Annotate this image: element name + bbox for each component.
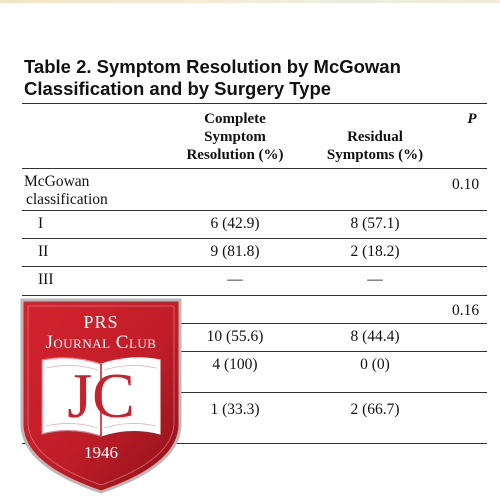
row-divider <box>22 266 487 267</box>
header-complete-resolution: Complete Symptom Resolution (%) <box>160 110 310 164</box>
cell-complete: — <box>227 271 243 288</box>
row-divider <box>22 238 487 239</box>
row-divider <box>22 210 487 211</box>
cell-residual: — <box>367 271 383 288</box>
prs-journal-club-badge: PRS Journal Club JC 1946 <box>20 298 182 494</box>
row-label: II <box>38 243 49 260</box>
header-text: Residual <box>347 129 403 145</box>
p-value-mcgowan: 0.10 <box>452 176 480 193</box>
badge-year-text: 1946 <box>84 443 118 462</box>
badge-monogram-j: J <box>67 360 93 431</box>
cell-residual: 8 (57.1) <box>350 215 400 232</box>
row-divider <box>22 295 487 296</box>
section-label-text: classification <box>26 191 108 208</box>
badge-prs-text: PRS <box>83 312 119 332</box>
table-title-line-1: Table 2. Symptom Resolution by McGowan <box>24 56 401 77</box>
cell-residual: 2 (66.7) <box>350 401 400 418</box>
cell-complete: 1 (33.3) <box>210 401 260 418</box>
badge-monogram-c: C <box>92 360 135 431</box>
header-text: Resolution (%) <box>186 147 284 163</box>
section-label-mcgowan: McGowan classification <box>24 173 108 209</box>
cell-complete: 4 (100) <box>212 356 258 373</box>
badge-jc-monogram: JC <box>20 361 182 431</box>
header-residual-symptoms: Residual Symptoms (%) <box>310 128 440 164</box>
row-divider <box>22 351 487 352</box>
row-divider <box>22 323 487 324</box>
cell-complete: 10 (55.6) <box>206 328 264 345</box>
cell-complete: 9 (81.8) <box>210 243 260 260</box>
header-p-value: P <box>467 111 477 127</box>
row-label: III <box>38 271 54 288</box>
cell-complete: 6 (42.9) <box>210 215 260 232</box>
cell-residual: 0 (0) <box>360 356 390 373</box>
header-text: Complete <box>204 111 266 127</box>
table-top-rule <box>22 103 487 104</box>
badge-journal-club-text: Journal Club <box>45 332 157 353</box>
badge-shield-graphic <box>20 298 182 494</box>
section-label-text: McGowan <box>24 173 90 190</box>
row-divider <box>22 392 487 393</box>
table-title-line-2: Classification and by Surgery Type <box>24 78 332 99</box>
p-value-surgery: 0.16 <box>452 302 480 319</box>
table-title: Table 2. Symptom Resolution by McGowan C… <box>24 56 484 100</box>
top-accent-strip <box>0 0 500 3</box>
row-label: I <box>38 215 44 232</box>
header-text: Symptoms (%) <box>326 147 424 163</box>
table-bottom-rule <box>22 443 487 444</box>
cell-residual: 2 (18.2) <box>350 243 400 260</box>
header-bottom-rule <box>22 168 487 169</box>
cell-residual: 8 (44.4) <box>350 328 400 345</box>
header-text: Symptom <box>204 129 266 145</box>
